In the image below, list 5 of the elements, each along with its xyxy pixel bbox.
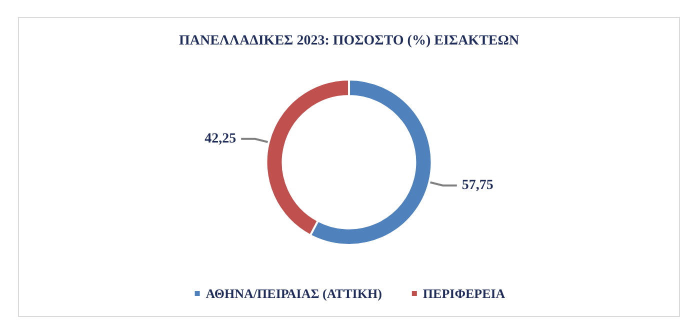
legend-label: ΑΘΗΝΑ/ΠΕΙΡΑΙΑΣ (ΑΤΤΙΚΗ) [206,286,382,301]
data-label: 57,75 [462,178,494,194]
chart-title: ΠΑΝΕΛΛΑΔΙΚΕΣ 2023: ΠΟΣΟΣΤΟ (%) ΕΙΣΑΚΤΕΩΝ [178,34,520,48]
data-label: 42,25 [204,131,236,146]
legend-label: ΠΕΡΙΦΕΡΕΙΑ [422,286,506,301]
